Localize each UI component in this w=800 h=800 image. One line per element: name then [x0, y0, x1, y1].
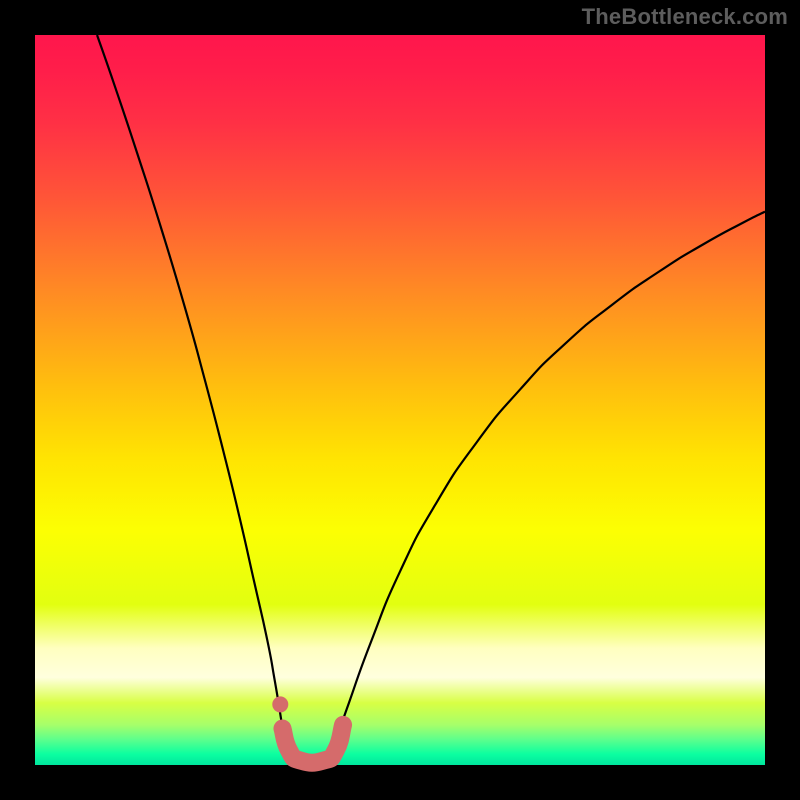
- highlight-marker-dot: [272, 696, 288, 712]
- watermark-label: TheBottleneck.com: [582, 4, 788, 30]
- chart-stage: TheBottleneck.com: [0, 0, 800, 800]
- chart-svg: [0, 0, 800, 800]
- plot-area: [35, 35, 765, 765]
